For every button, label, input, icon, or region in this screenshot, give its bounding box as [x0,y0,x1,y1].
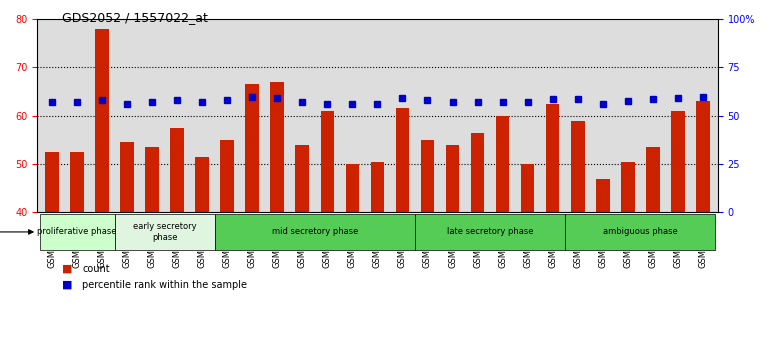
Text: late secretory phase: late secretory phase [447,227,534,236]
Bar [70,152,84,212]
Text: ambiguous phase: ambiguous phase [603,227,678,236]
Bar [446,145,460,212]
Bar [671,111,685,212]
Text: ■: ■ [62,264,72,274]
Bar [571,121,584,212]
Bar [596,179,610,212]
Bar [496,116,510,212]
Bar [146,147,159,212]
Bar [296,145,310,212]
Bar [246,84,259,212]
Bar [196,157,209,212]
Bar [346,164,360,212]
Bar [396,108,410,212]
Bar [120,142,134,212]
Bar [621,162,634,212]
Bar [696,101,710,212]
Bar [370,162,384,212]
Bar [521,164,534,212]
Text: mid secretory phase: mid secretory phase [272,227,358,236]
Text: proliferative phase: proliferative phase [38,227,117,236]
Bar [646,147,660,212]
Bar [95,29,109,212]
Bar [320,111,334,212]
Text: ■: ■ [62,280,72,290]
Bar [470,133,484,212]
Bar [546,104,560,212]
Text: percentile rank within the sample: percentile rank within the sample [82,280,247,290]
Bar [45,152,59,212]
Bar [420,140,434,212]
Text: early secretory
phase: early secretory phase [133,222,196,242]
Bar [170,128,184,212]
Bar [220,140,234,212]
Text: GDS2052 / 1557022_at: GDS2052 / 1557022_at [62,11,207,24]
Text: count: count [82,264,110,274]
Bar [270,82,284,212]
